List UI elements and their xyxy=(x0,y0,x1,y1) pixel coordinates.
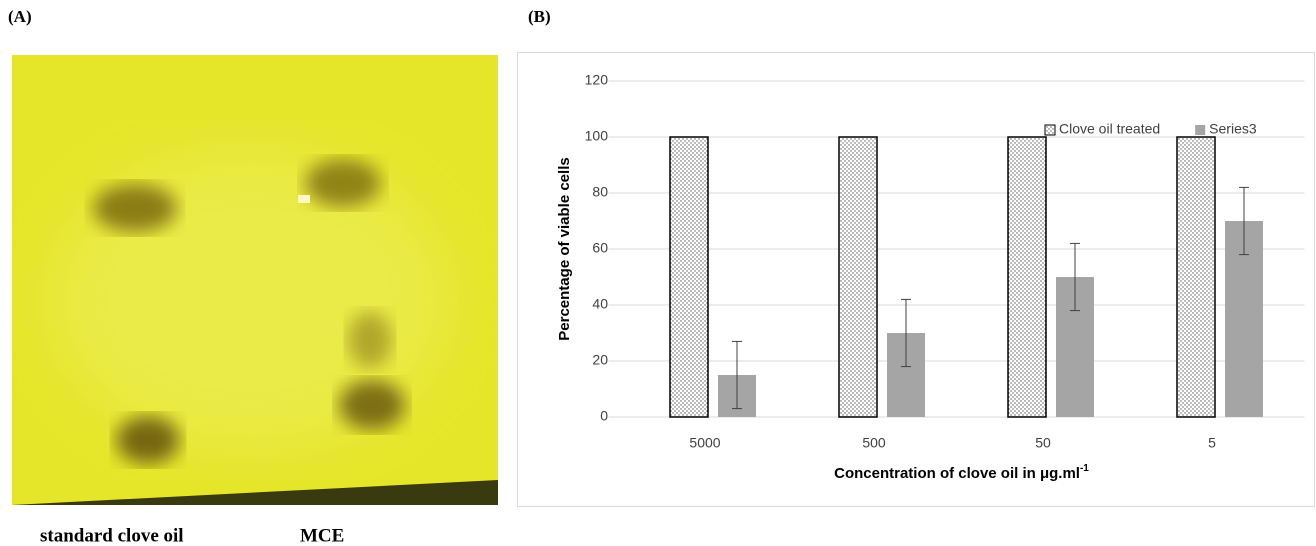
photo-label: MCE xyxy=(300,525,344,546)
bar xyxy=(838,136,878,418)
legend-swatch xyxy=(1044,124,1056,136)
y-tick-label: 0 xyxy=(600,408,608,424)
x-tick-label: 5000 xyxy=(689,435,720,451)
x-axis-label: Concentration of clove oil in μg.ml-1 xyxy=(834,463,1089,482)
x-tick-label: 500 xyxy=(862,435,886,451)
x-axis-label-sup: -1 xyxy=(1080,463,1089,474)
x-axis-label-text: Concentration of clove oil in μg.ml xyxy=(834,465,1080,482)
panel-label: (A) xyxy=(8,7,32,26)
bar xyxy=(1176,136,1216,418)
x-tick-label: 50 xyxy=(1035,435,1051,451)
y-tick-label: 20 xyxy=(592,352,608,368)
tlc-photo xyxy=(12,55,498,505)
y-tick-label: 60 xyxy=(592,240,608,256)
bar xyxy=(669,136,709,418)
y-tick-label: 40 xyxy=(592,296,608,312)
y-tick-label: 80 xyxy=(592,184,608,200)
photo-label: standard clove oil xyxy=(40,525,184,546)
chart: 0 20 40 60 80 100 120 Percentage of viable cell… xyxy=(556,72,1305,482)
legend-swatch xyxy=(1195,125,1206,135)
y-tick-label: 100 xyxy=(585,128,609,144)
y-axis-label: Percentage of viable cells xyxy=(556,157,573,340)
bar xyxy=(1007,136,1047,418)
x-tick-label: 5 xyxy=(1208,435,1216,451)
panel-label: (B) xyxy=(528,7,551,26)
legend-label: Clove oil treated xyxy=(1059,121,1160,137)
legend-label: Series3 xyxy=(1209,121,1257,137)
y-tick-label: 120 xyxy=(585,72,609,88)
